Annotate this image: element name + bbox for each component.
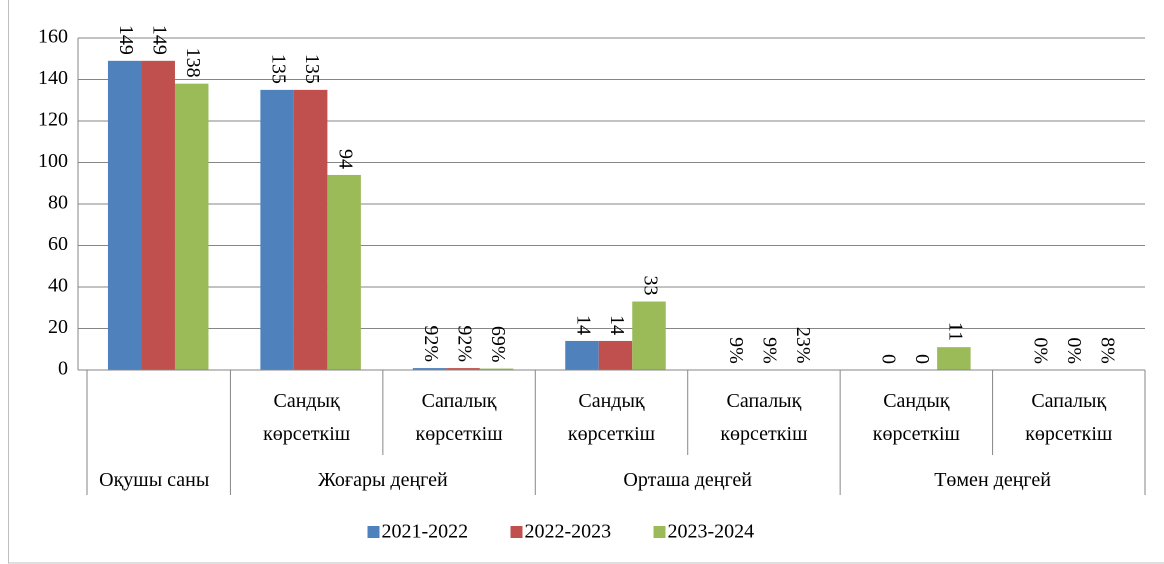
legend-swatch <box>367 526 380 538</box>
y-tick-label: 80 <box>48 192 68 214</box>
data-label: 135 <box>268 54 290 84</box>
y-tick-label: 120 <box>38 109 68 131</box>
y-tick-label: 0 <box>58 358 68 380</box>
data-label: 14 <box>572 315 594 335</box>
data-label: 11 <box>944 322 966 341</box>
data-label: 9% <box>758 337 780 364</box>
data-label: 0% <box>1063 337 1085 364</box>
legend-swatch <box>510 526 523 538</box>
bar <box>141 60 175 370</box>
data-label: 149 <box>115 25 137 55</box>
legend-swatch <box>653 526 666 538</box>
data-label: 0 <box>911 354 933 364</box>
y-tick-label: 20 <box>48 316 68 338</box>
y-tick-label: 100 <box>38 150 68 172</box>
bar <box>293 89 328 370</box>
group-label: Орташа деңгей <box>623 469 752 491</box>
data-label: 135 <box>301 54 323 84</box>
bar <box>479 368 514 370</box>
group-label: Оқушы саны <box>99 469 210 491</box>
data-label: 138 <box>182 48 204 78</box>
bar <box>937 347 971 370</box>
bar <box>260 89 294 370</box>
group-label: Жоғары деңгей <box>317 469 448 491</box>
bar <box>412 368 447 370</box>
data-label: 9% <box>725 337 747 364</box>
bar <box>598 340 633 370</box>
legend-label: 2021-2022 <box>382 521 469 543</box>
data-label: 149 <box>149 25 171 55</box>
y-tick-label: 160 <box>38 26 68 48</box>
data-label: 92% <box>420 325 442 362</box>
chart-border <box>8 0 1164 564</box>
data-label: 8% <box>1097 337 1119 364</box>
x-tick-label: Сандық көрсеткіш <box>872 390 960 445</box>
data-label: 23% <box>792 327 814 364</box>
bar <box>632 301 666 370</box>
bar <box>107 60 142 370</box>
x-tick-label: Сапалық көрсеткіш <box>1025 390 1113 445</box>
legend-label: 2023-2024 <box>668 521 755 543</box>
legend-label: 2022-2023 <box>525 521 612 543</box>
y-tick-label: 40 <box>48 275 68 297</box>
x-tick-label: Сапалық көрсеткіш <box>720 390 808 445</box>
data-label: 92% <box>453 325 475 362</box>
data-label: 14 <box>606 315 628 335</box>
x-tick-label: Сапалық көрсеткіш <box>415 390 503 445</box>
bar <box>446 368 480 370</box>
data-label: 94 <box>335 149 357 169</box>
data-label: 33 <box>639 276 661 296</box>
group-label: Төмен деңгей <box>934 469 1051 491</box>
x-tick-label: Сандық көрсеткіш <box>263 390 351 445</box>
bar <box>565 340 599 370</box>
data-label: 0 <box>877 354 899 364</box>
data-label: 69% <box>487 326 509 363</box>
data-label: 0% <box>1030 337 1052 364</box>
x-tick-label: Сандық көрсеткіш <box>567 390 656 445</box>
bar <box>174 83 209 371</box>
bar <box>327 174 361 370</box>
y-tick-label: 140 <box>38 67 68 89</box>
y-tick-label: 60 <box>48 233 68 255</box>
